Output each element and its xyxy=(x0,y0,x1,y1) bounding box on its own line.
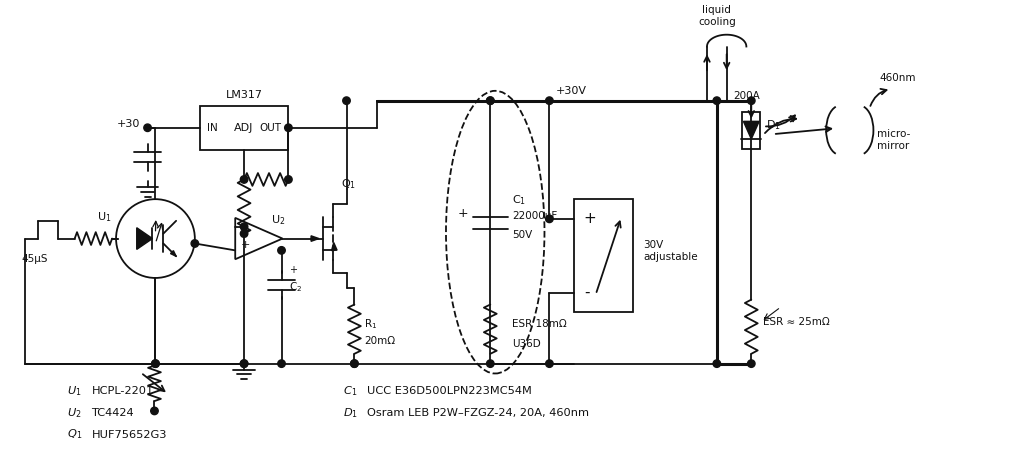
Text: 460nm: 460nm xyxy=(878,73,915,83)
Text: Q$_1$: Q$_1$ xyxy=(340,178,356,191)
Polygon shape xyxy=(331,243,336,251)
Text: U$_2$: U$_2$ xyxy=(270,213,284,227)
Text: 45μS: 45μS xyxy=(21,254,48,264)
Circle shape xyxy=(240,360,248,368)
Text: +: + xyxy=(458,207,468,220)
Text: U$_1$: U$_1$ xyxy=(97,210,111,224)
Text: ESR 18mΩ: ESR 18mΩ xyxy=(512,319,567,329)
Circle shape xyxy=(351,360,358,368)
Text: R$_1$: R$_1$ xyxy=(364,318,377,331)
Text: U$_2$: U$_2$ xyxy=(66,406,82,420)
Text: TC4424: TC4424 xyxy=(92,408,133,418)
Text: Q$_1$: Q$_1$ xyxy=(66,428,83,442)
Polygon shape xyxy=(137,228,152,249)
Circle shape xyxy=(152,360,159,368)
Circle shape xyxy=(747,360,754,368)
Polygon shape xyxy=(743,121,758,139)
Text: +: + xyxy=(289,265,298,275)
Circle shape xyxy=(284,124,291,132)
Circle shape xyxy=(545,215,552,223)
Text: C$_1$: C$_1$ xyxy=(512,193,526,207)
Circle shape xyxy=(712,97,719,105)
Text: HUF75652G3: HUF75652G3 xyxy=(92,429,167,440)
FancyBboxPatch shape xyxy=(200,106,288,150)
Text: 50V: 50V xyxy=(512,230,532,240)
Circle shape xyxy=(151,407,158,414)
Text: C$_2$: C$_2$ xyxy=(289,280,303,294)
Circle shape xyxy=(240,223,248,230)
Text: D$_1$: D$_1$ xyxy=(765,119,781,132)
Circle shape xyxy=(277,360,285,368)
Circle shape xyxy=(351,360,358,368)
Text: 30V
adjustable: 30V adjustable xyxy=(642,240,697,262)
Circle shape xyxy=(486,360,493,368)
Circle shape xyxy=(191,240,199,247)
Text: liquid
cooling: liquid cooling xyxy=(697,5,735,27)
Text: ESR ≈ 25mΩ: ESR ≈ 25mΩ xyxy=(762,317,829,327)
Circle shape xyxy=(545,360,552,368)
Text: OUT: OUT xyxy=(259,123,281,133)
Text: C$_1$: C$_1$ xyxy=(342,384,357,398)
Circle shape xyxy=(712,360,719,368)
Text: +30V: +30V xyxy=(554,86,586,96)
Text: IN: IN xyxy=(207,123,217,133)
Circle shape xyxy=(277,247,285,254)
Circle shape xyxy=(342,97,350,105)
Text: micro-
mirror: micro- mirror xyxy=(876,129,910,151)
Circle shape xyxy=(284,176,291,183)
Circle shape xyxy=(240,176,248,183)
Circle shape xyxy=(486,97,493,105)
Text: 200A: 200A xyxy=(733,91,759,101)
Polygon shape xyxy=(311,236,319,241)
Text: ADJ: ADJ xyxy=(234,123,254,133)
Text: D$_1$: D$_1$ xyxy=(342,406,358,420)
Text: 20mΩ: 20mΩ xyxy=(364,336,395,346)
Text: +: + xyxy=(240,240,251,250)
Circle shape xyxy=(240,360,248,368)
Text: −: − xyxy=(240,225,252,238)
Text: -: - xyxy=(583,285,589,300)
Circle shape xyxy=(486,97,493,105)
Text: Osram LEB P2W–FZGZ-24, 20A, 460nm: Osram LEB P2W–FZGZ-24, 20A, 460nm xyxy=(367,408,589,418)
Text: +30: +30 xyxy=(116,119,140,129)
Circle shape xyxy=(747,97,754,105)
Text: HCPL-2201: HCPL-2201 xyxy=(92,386,154,396)
Circle shape xyxy=(545,97,552,105)
Circle shape xyxy=(240,230,248,237)
FancyBboxPatch shape xyxy=(574,199,633,313)
Polygon shape xyxy=(170,251,176,256)
Text: +: + xyxy=(583,212,596,226)
FancyBboxPatch shape xyxy=(742,111,759,149)
Text: 22000μF: 22000μF xyxy=(512,212,556,221)
Polygon shape xyxy=(235,218,282,259)
Circle shape xyxy=(152,360,159,368)
Circle shape xyxy=(144,124,151,132)
Text: UCC E36D500LPN223MC54M: UCC E36D500LPN223MC54M xyxy=(367,386,532,396)
Text: LM317: LM317 xyxy=(225,90,262,100)
Text: U36D: U36D xyxy=(512,339,540,349)
Text: U$_1$: U$_1$ xyxy=(66,384,82,398)
